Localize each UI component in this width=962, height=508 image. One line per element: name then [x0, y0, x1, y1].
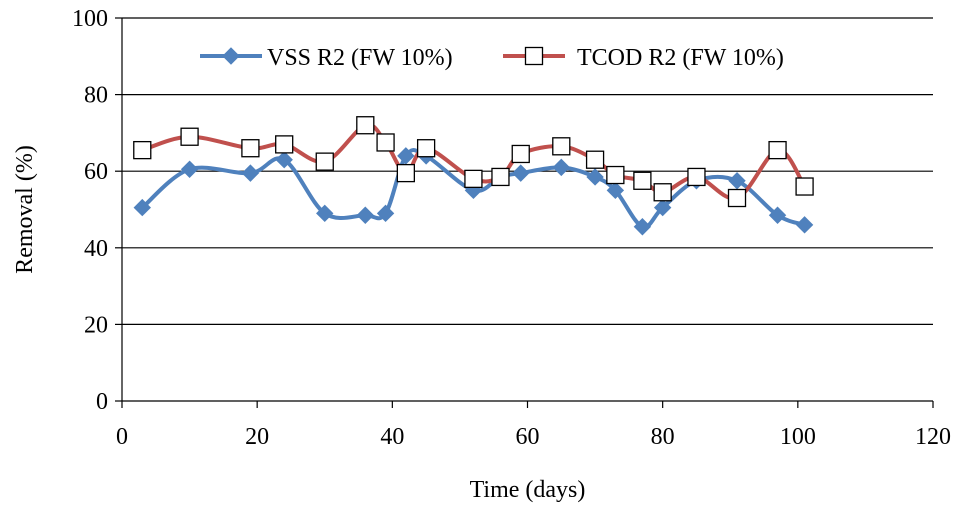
- data-point: [606, 181, 625, 200]
- x-tick-label: 60: [516, 424, 540, 450]
- x-axis-title: Time (days): [470, 477, 586, 503]
- data-point: [586, 168, 604, 186]
- series-vss: [133, 147, 814, 236]
- data-point: [180, 160, 199, 178]
- data-point: [795, 177, 814, 196]
- data-point: [653, 183, 672, 202]
- data-point: [633, 171, 652, 190]
- data-point: [768, 140, 787, 160]
- x-tick-label: 100: [780, 424, 816, 450]
- data-point: [464, 169, 483, 189]
- data-point: [633, 218, 652, 236]
- data-point: [606, 165, 625, 185]
- data-point: [133, 198, 151, 217]
- y-tick-label: 20: [84, 312, 108, 338]
- data-point: [585, 150, 605, 169]
- data-point: [241, 164, 260, 182]
- data-point: [511, 144, 530, 164]
- data-point: [552, 137, 571, 156]
- data-point: [397, 147, 415, 165]
- y-tick-label: 60: [84, 159, 108, 185]
- data-point: [687, 167, 706, 187]
- legend-marker: [222, 47, 240, 65]
- y-axis-ticks: 0 20 40 60 80 100: [72, 6, 122, 415]
- series-tcod: [133, 116, 814, 208]
- data-point: [491, 167, 510, 187]
- series-group: [133, 116, 814, 236]
- data-point: [376, 204, 395, 223]
- data-point: [552, 158, 570, 177]
- legend: VSS R2 (FW 10%) TCOD R2 (FW 10%): [200, 45, 784, 71]
- data-point: [512, 164, 530, 182]
- data-point: [727, 188, 747, 208]
- data-point: [728, 172, 746, 190]
- y-tick-label: 100: [72, 6, 108, 32]
- data-point: [316, 204, 334, 223]
- data-point: [241, 139, 260, 158]
- x-tick-label: 0: [116, 424, 128, 450]
- data-point: [180, 127, 199, 146]
- legend-label: VSS R2 (FW 10%): [267, 45, 453, 71]
- data-point: [356, 116, 375, 135]
- x-tick-label: 120: [915, 424, 951, 450]
- legend-item: VSS R2 (FW 10%): [200, 45, 453, 71]
- axes: [121, 18, 933, 402]
- data-point: [795, 216, 814, 234]
- x-tick-label: 40: [380, 424, 404, 450]
- y-tick-label: 80: [84, 83, 108, 109]
- legend-marker: [524, 46, 544, 66]
- y-tick-label: 40: [84, 236, 108, 262]
- data-point: [133, 140, 152, 160]
- data-point: [653, 198, 672, 217]
- x-tick-label: 20: [245, 424, 269, 450]
- data-point: [416, 139, 436, 158]
- legend-label: TCOD R2 (FW 10%): [577, 45, 784, 71]
- x-axis-ticks: 0 20 40 60 80 100 120: [116, 401, 951, 450]
- data-point: [275, 135, 294, 154]
- x-tick-label: 80: [651, 424, 675, 450]
- data-point: [315, 152, 334, 171]
- data-point: [396, 163, 416, 183]
- data-point: [356, 206, 375, 224]
- y-axis-title: Removal (%): [12, 145, 38, 274]
- y-tick-label: 0: [96, 389, 108, 415]
- data-point: [768, 206, 787, 224]
- data-point: [376, 133, 395, 152]
- legend-item: TCOD R2 (FW 10%): [503, 45, 784, 71]
- data-point: [275, 151, 293, 169]
